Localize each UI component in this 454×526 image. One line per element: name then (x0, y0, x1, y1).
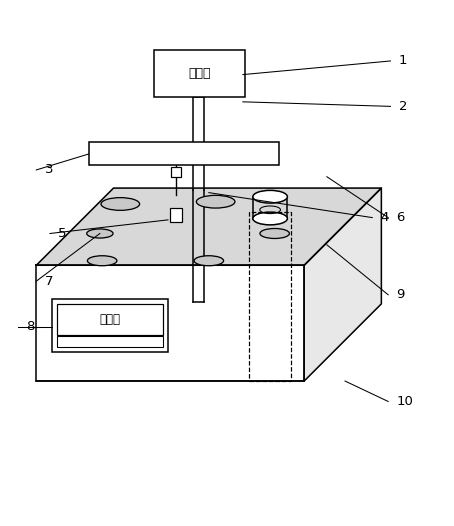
Text: 显示屏: 显示屏 (188, 67, 211, 80)
Text: 6: 6 (396, 211, 405, 224)
Ellipse shape (196, 195, 235, 208)
Text: 操作屏: 操作屏 (99, 313, 121, 326)
Ellipse shape (260, 228, 290, 238)
Text: 2: 2 (399, 100, 407, 113)
Text: 3: 3 (44, 164, 53, 176)
Ellipse shape (101, 198, 140, 210)
Polygon shape (304, 188, 381, 381)
Ellipse shape (253, 212, 287, 225)
Bar (89, 142, 279, 165)
Ellipse shape (194, 256, 224, 266)
Text: 7: 7 (44, 275, 53, 288)
Ellipse shape (253, 190, 287, 203)
Text: 5: 5 (58, 227, 67, 240)
Text: 10: 10 (396, 395, 413, 408)
Text: 9: 9 (396, 288, 405, 301)
Ellipse shape (88, 256, 117, 266)
Bar (249, 212, 291, 381)
Ellipse shape (87, 229, 113, 238)
Text: 8: 8 (26, 320, 35, 333)
Bar (171, 167, 181, 177)
Polygon shape (36, 265, 304, 381)
Text: 4: 4 (380, 211, 389, 224)
Bar (57, 336, 163, 347)
Bar (52, 299, 168, 351)
Bar (57, 304, 163, 335)
Polygon shape (36, 188, 381, 265)
Bar (170, 208, 182, 222)
Text: 1: 1 (399, 55, 407, 67)
Bar (154, 49, 245, 97)
